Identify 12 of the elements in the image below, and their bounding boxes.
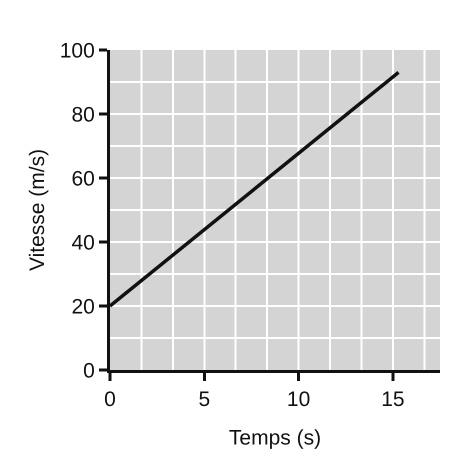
- x-axis-title: Temps (s): [228, 426, 322, 450]
- x-tick-label: 15: [381, 388, 405, 412]
- y-axis-title: Vitesse (m/s): [26, 148, 49, 272]
- y-tick-label: 80: [71, 103, 95, 126]
- x-tick-label: 0: [104, 388, 116, 412]
- y-tick-label: 20: [71, 295, 95, 318]
- y-tick-label: 0: [83, 359, 95, 382]
- y-tick-label: 40: [71, 231, 95, 254]
- x-tick-label: 5: [198, 388, 210, 412]
- y-tick-label: 60: [71, 167, 95, 190]
- y-tick-label: 100: [60, 39, 95, 62]
- x-tick-label: 10: [286, 388, 310, 412]
